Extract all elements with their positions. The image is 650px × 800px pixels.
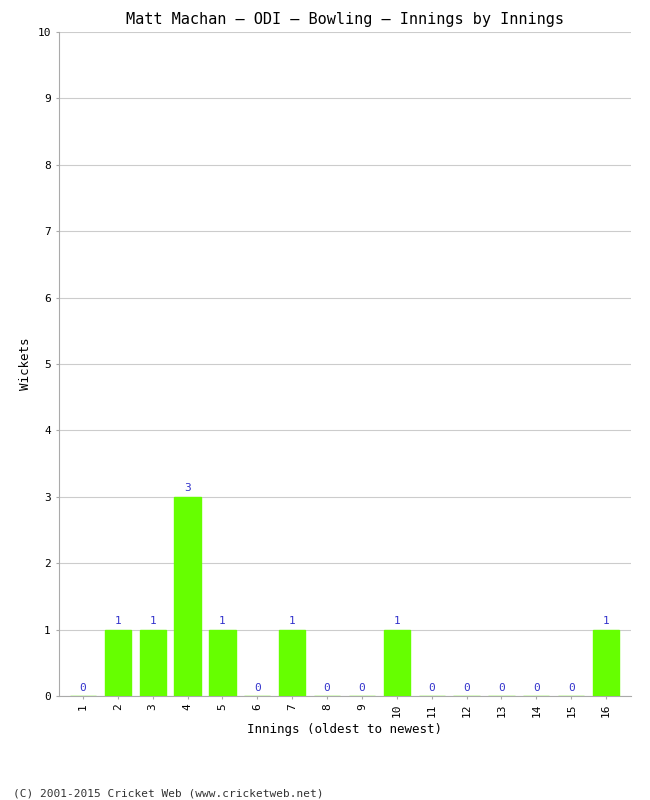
Text: 1: 1 — [114, 616, 121, 626]
Bar — [209, 630, 235, 696]
Bar — [593, 630, 619, 696]
Text: 0: 0 — [428, 683, 435, 694]
Text: 0: 0 — [359, 683, 365, 694]
Text: 0: 0 — [324, 683, 330, 694]
Title: Matt Machan – ODI – Bowling – Innings by Innings: Matt Machan – ODI – Bowling – Innings by… — [125, 12, 564, 26]
Y-axis label: Wickets: Wickets — [19, 338, 32, 390]
Text: 0: 0 — [568, 683, 575, 694]
Bar — [140, 630, 166, 696]
Text: 0: 0 — [533, 683, 540, 694]
Text: 0: 0 — [79, 683, 86, 694]
Bar — [105, 630, 131, 696]
Text: 1: 1 — [603, 616, 610, 626]
Text: 1: 1 — [289, 616, 296, 626]
Text: 0: 0 — [254, 683, 261, 694]
Bar — [279, 630, 306, 696]
Text: 1: 1 — [219, 616, 226, 626]
Bar — [384, 630, 410, 696]
Text: (C) 2001-2015 Cricket Web (www.cricketweb.net): (C) 2001-2015 Cricket Web (www.cricketwe… — [13, 788, 324, 798]
Text: 1: 1 — [150, 616, 156, 626]
X-axis label: Innings (oldest to newest): Innings (oldest to newest) — [247, 722, 442, 736]
Bar — [174, 497, 201, 696]
Text: 3: 3 — [184, 483, 191, 494]
Text: 1: 1 — [393, 616, 400, 626]
Text: 0: 0 — [498, 683, 505, 694]
Text: 0: 0 — [463, 683, 470, 694]
